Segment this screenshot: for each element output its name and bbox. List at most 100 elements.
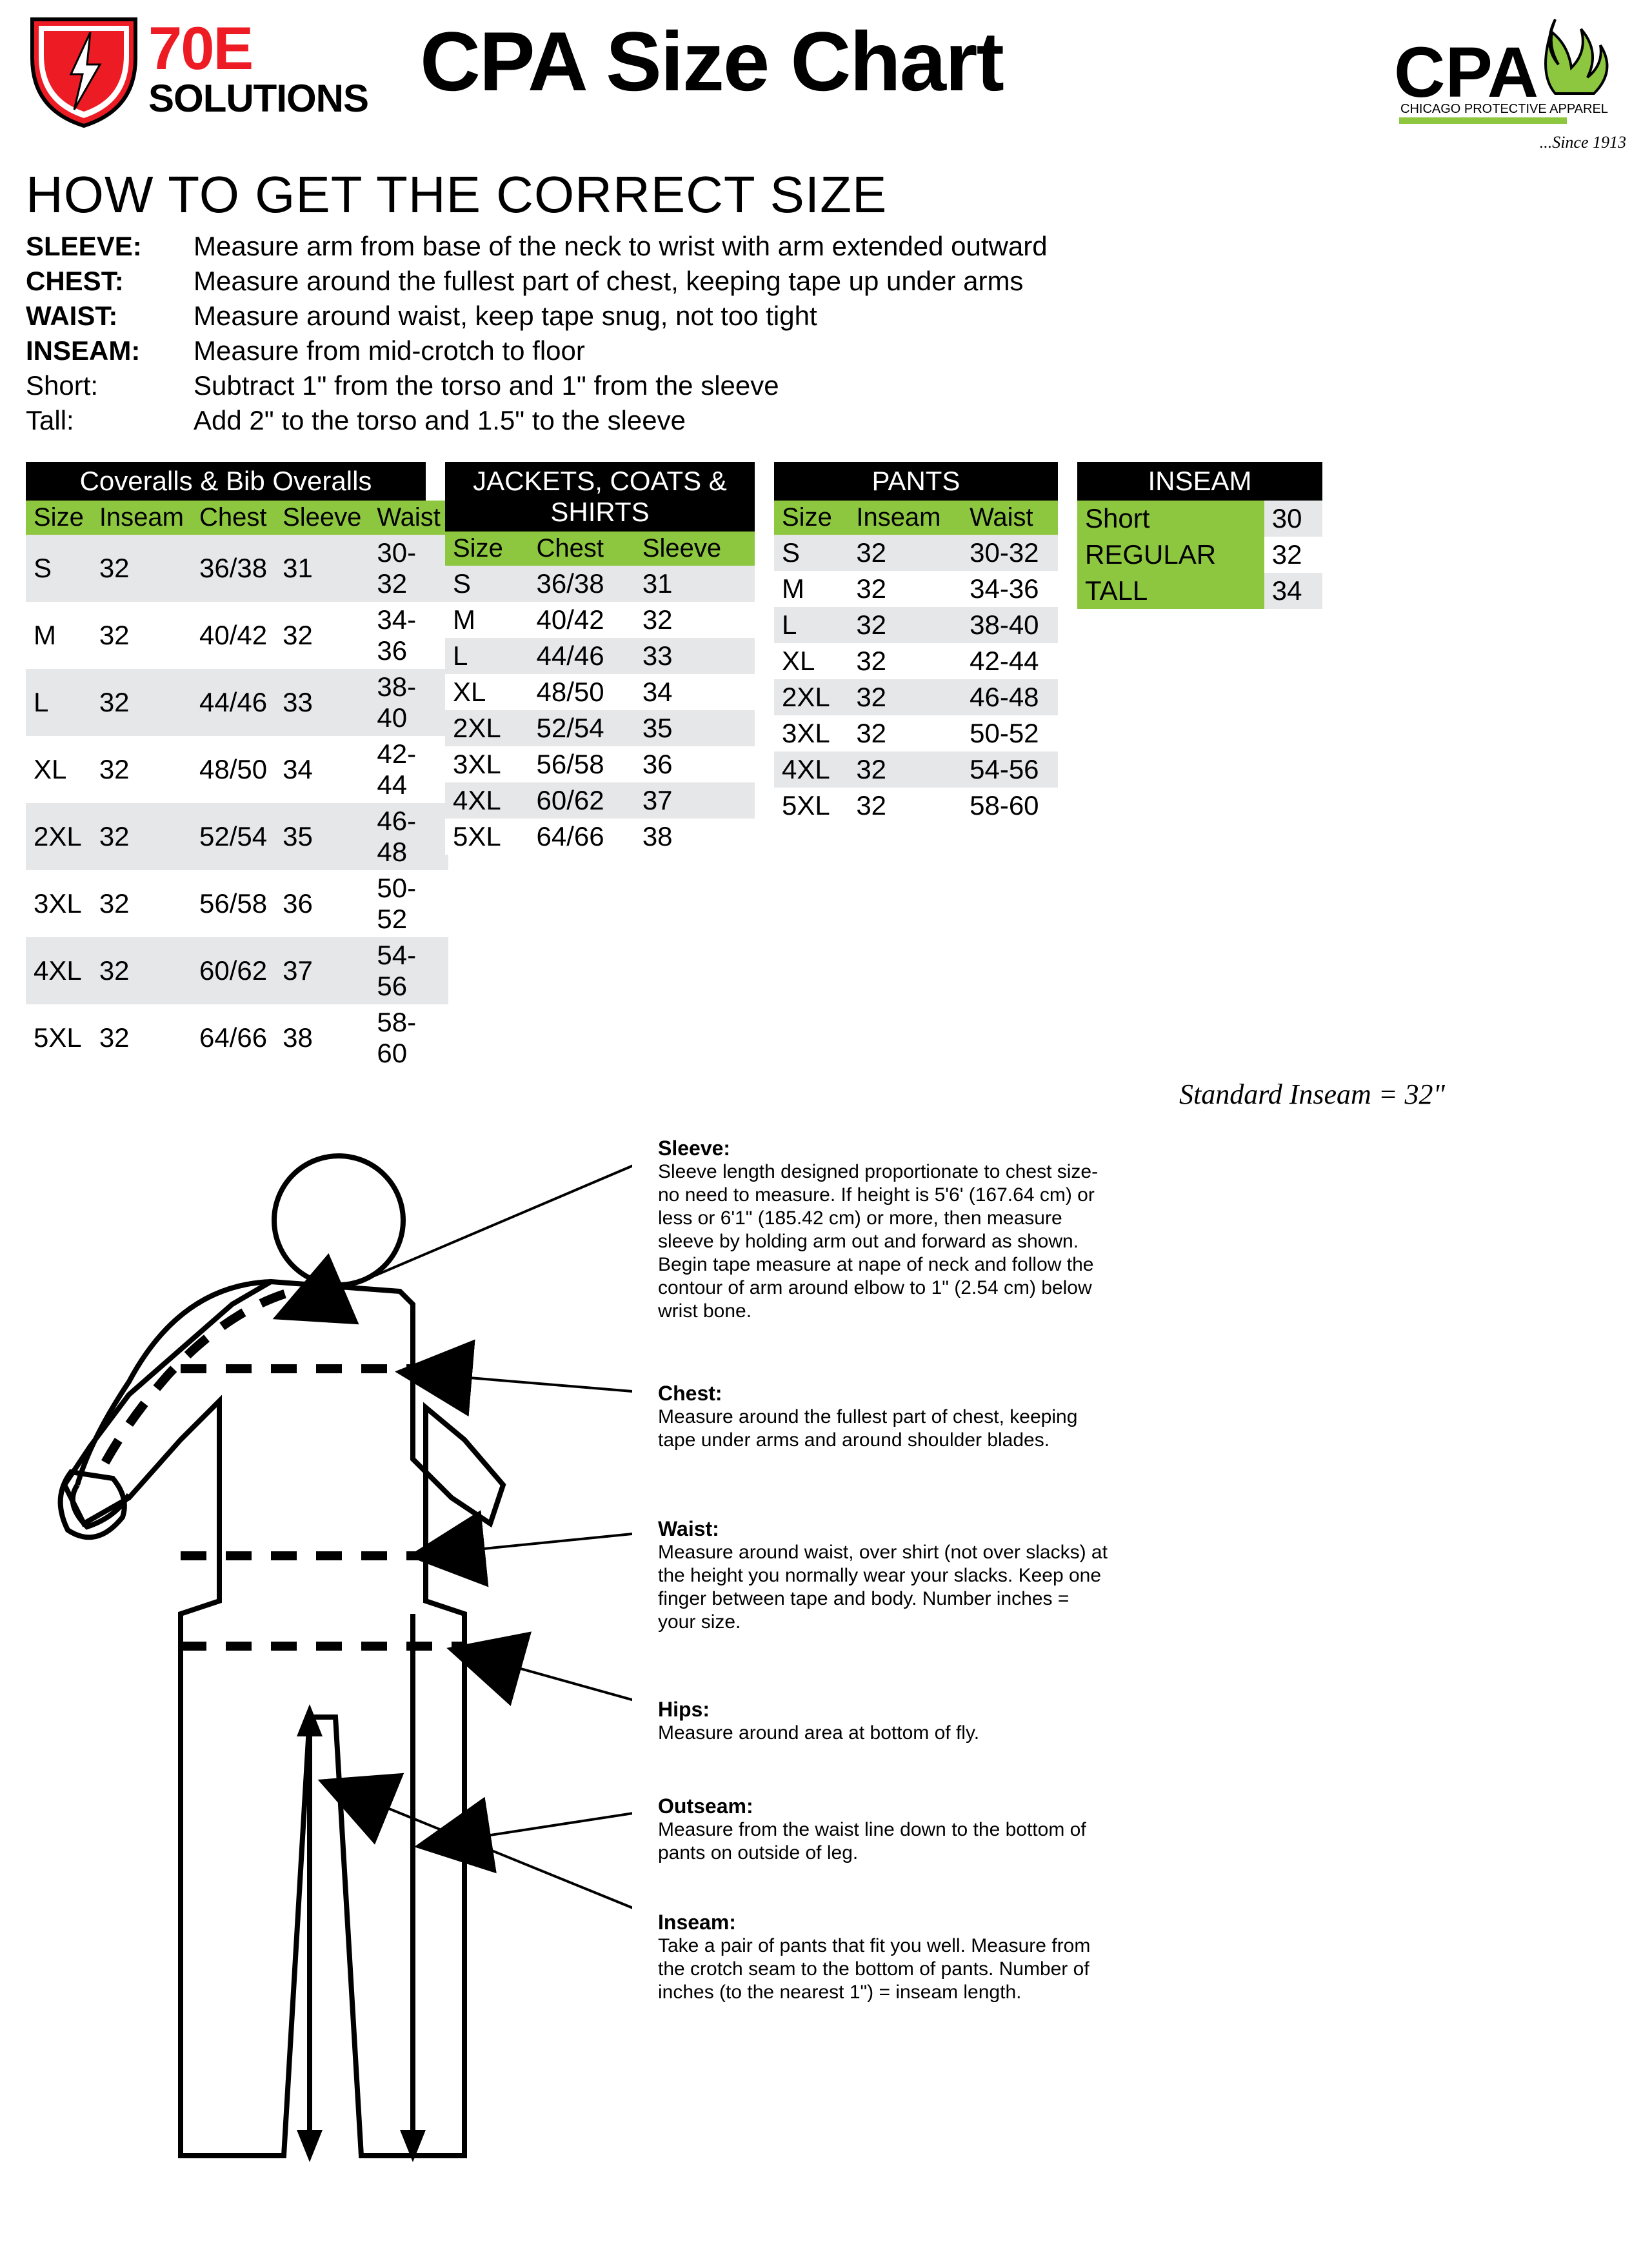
callout-title: Waist: (658, 1517, 1110, 1541)
instruction-label: SLEEVE: (26, 231, 194, 262)
table-cell: 44/46 (529, 638, 635, 674)
table-jackets-title: JACKETS, COATS & SHIRTS (445, 462, 755, 532)
table-cell: S (445, 566, 529, 602)
table-cell: TALL (1077, 573, 1264, 609)
callout: Inseam:Take a pair of pants that fit you… (658, 1911, 1110, 2004)
table-cell: 4XL (774, 751, 848, 788)
table-cell: XL (26, 736, 92, 803)
table-row: 5XL64/6638 (445, 819, 755, 855)
callout-desc: Measure around area at bottom of fly. (658, 1722, 1110, 1745)
standard-inseam-note: Standard Inseam = 32" (426, 1078, 1445, 1111)
table-row: S3236/383130-32 (26, 535, 448, 602)
table-cell: 30-32 (962, 535, 1058, 571)
table-cell: M (445, 602, 529, 638)
svg-text:CPA: CPA (1394, 33, 1538, 112)
table-cell: 37 (635, 782, 755, 819)
table-row: 2XL52/5435 (445, 710, 755, 746)
table-header-cell: Waist (369, 501, 448, 535)
table-pants-title: PANTS (774, 462, 1058, 501)
table-row: 4XL60/6237 (445, 782, 755, 819)
cpa-since: ...Since 1913 (1540, 133, 1626, 152)
table-header-cell: Sleeve (635, 532, 755, 566)
table-row: S3230-32 (774, 535, 1058, 571)
header: 70E SOLUTIONS CPA Size Chart CPA CHICAGO… (26, 13, 1626, 152)
table-cell: 32 (635, 602, 755, 638)
table-pants-body: S3230-32M3234-36L3238-40XL3242-442XL3246… (774, 535, 1058, 824)
table-cell: 30-32 (369, 535, 448, 602)
table-row: Short30 (1077, 501, 1322, 537)
table-pants: PANTS SizeInseamWaistS3230-32M3234-36L32… (774, 462, 1058, 824)
table-cell: 38-40 (369, 669, 448, 736)
table-row: S36/3831 (445, 566, 755, 602)
table-inseam: INSEAM Short30REGULAR32TALL34 (1077, 462, 1322, 609)
table-cell: 32 (848, 535, 962, 571)
cpa-flame-icon: CPA CHICAGO PROTECTIVE APPAREL (1388, 13, 1620, 129)
table-cell: 40/42 (192, 602, 275, 669)
table-cell: REGULAR (1077, 537, 1264, 573)
table-cell: 34-36 (962, 571, 1058, 607)
table-cell: 2XL (445, 710, 529, 746)
table-cell: 38 (275, 1004, 369, 1071)
table-cell: 33 (275, 669, 369, 736)
table-cell: 32 (848, 788, 962, 824)
table-cell: 36/38 (192, 535, 275, 602)
logo-70e: 70E SOLUTIONS (26, 13, 368, 129)
callouts-column: Sleeve:Sleeve length designed proportion… (658, 1137, 1122, 2233)
callout-desc: Measure around waist, over shirt (not ov… (658, 1541, 1110, 1634)
table-cell: 54-56 (369, 937, 448, 1004)
table-cell: 32 (92, 870, 192, 937)
table-cell: 32 (92, 602, 192, 669)
table-cell: 64/66 (529, 819, 635, 855)
callout: Hips:Measure around area at bottom of fl… (658, 1698, 1110, 1745)
table-row: XL3248/503442-44 (26, 736, 448, 803)
table-cell: 40/42 (529, 602, 635, 638)
table-header-cell: Inseam (848, 501, 962, 535)
table-cell: 5XL (26, 1004, 92, 1071)
table-cell: XL (774, 643, 848, 679)
instruction-label: INSEAM: (26, 335, 194, 366)
table-cell: M (774, 571, 848, 607)
table-header-cell: Sleeve (275, 501, 369, 535)
table-cell: 52/54 (529, 710, 635, 746)
table-cell: 44/46 (192, 669, 275, 736)
table-cell: 32 (92, 736, 192, 803)
table-cell: 32 (1264, 537, 1322, 573)
callout: Outseam:Measure from the waist line down… (658, 1794, 1110, 1865)
callout-title: Chest: (658, 1382, 1110, 1406)
table-cell: 32 (848, 643, 962, 679)
table-cell: L (445, 638, 529, 674)
table-cell: 32 (92, 937, 192, 1004)
table-cell: S (26, 535, 92, 602)
instruction-label: CHEST: (26, 266, 194, 297)
callout-title: Inseam: (658, 1911, 1110, 1934)
diagram-area: Sleeve:Sleeve length designed proportion… (26, 1137, 1626, 2233)
table-cell: 52/54 (192, 803, 275, 870)
instruction-desc: Measure arm from base of the neck to wri… (194, 231, 1626, 262)
callout-desc: Sleeve length designed proportionate to … (658, 1160, 1110, 1323)
callout: Chest:Measure around the fullest part of… (658, 1382, 1110, 1452)
table-cell: 46-48 (369, 803, 448, 870)
instruction-label: Short: (26, 370, 194, 401)
callout: Sleeve:Sleeve length designed proportion… (658, 1137, 1110, 1323)
callout-desc: Take a pair of pants that fit you well. … (658, 1934, 1110, 2004)
table-cell: 33 (635, 638, 755, 674)
table-cell: 30 (1264, 501, 1322, 537)
table-cell: 54-56 (962, 751, 1058, 788)
table-header-cell: Chest (529, 532, 635, 566)
table-cell: 32 (848, 679, 962, 715)
table-cell: 48/50 (529, 674, 635, 710)
table-cell: 2XL (26, 803, 92, 870)
callout-title: Sleeve: (658, 1137, 1110, 1160)
tables-row: Coveralls & Bib Overalls SizeInseamChest… (26, 462, 1626, 1071)
table-cell: 64/66 (192, 1004, 275, 1071)
table-cell: 46-48 (962, 679, 1058, 715)
table-header-cell: Size (774, 501, 848, 535)
table-row: 5XL3264/663858-60 (26, 1004, 448, 1071)
table-cell: 34 (1264, 573, 1322, 609)
table-cell: L (26, 669, 92, 736)
callout-title: Hips: (658, 1698, 1110, 1722)
callout-desc: Measure from the waist line down to the … (658, 1818, 1110, 1865)
table-cell: 34-36 (369, 602, 448, 669)
table-cell: 36/38 (529, 566, 635, 602)
table-cell: 32 (848, 571, 962, 607)
